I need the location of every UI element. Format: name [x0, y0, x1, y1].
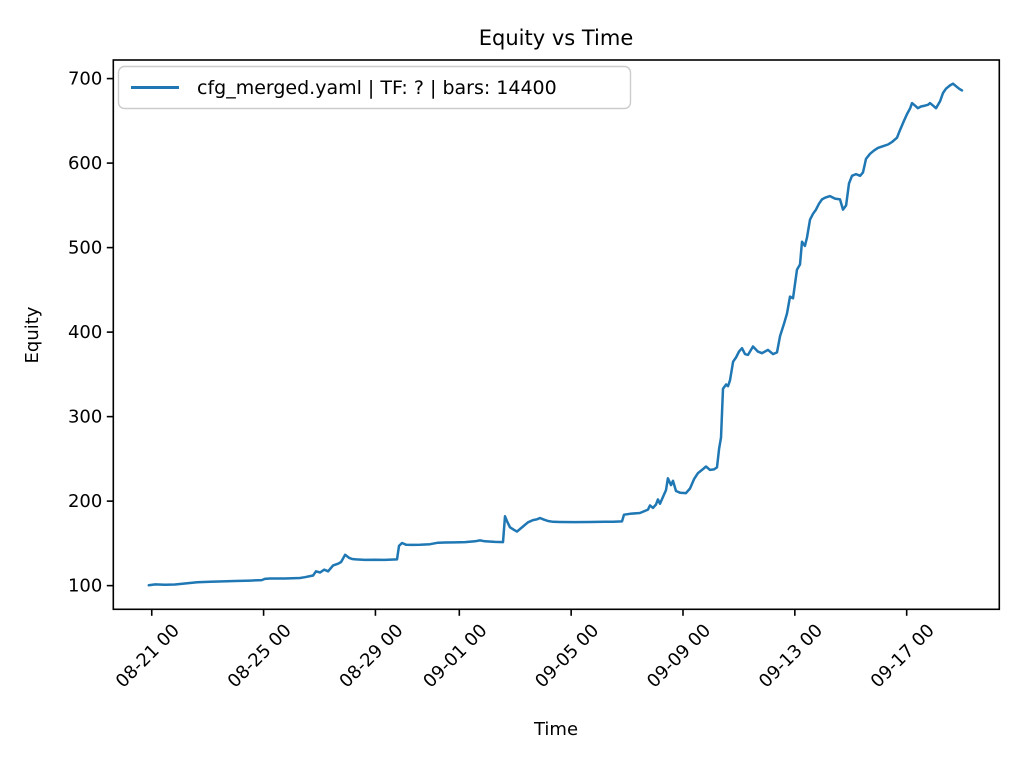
chart-title: Equity vs Time	[479, 26, 634, 50]
x-tick-label: 08-29 00	[336, 620, 408, 692]
x-tick-label: 08-21 00	[112, 620, 184, 692]
y-tick-label: 300	[68, 407, 102, 428]
legend-box	[117, 65, 632, 110]
y-tick-label: 600	[68, 153, 102, 174]
x-tick-label: 09-01 00	[419, 620, 491, 692]
y-axis: 100 200 300 400 500 600 700	[68, 69, 114, 597]
x-axis: 08-21 00 08-25 00 08-29 00 09-01 00 09-05 00…	[112, 609, 939, 692]
y-tick-label: 500	[68, 238, 102, 259]
y-tick-label: 400	[68, 322, 102, 343]
legend-label: cfg_merged.yaml | TF: ? | bars: 14400	[197, 77, 557, 99]
x-tick-label: 09-13 00	[755, 620, 827, 692]
legend: cfg_merged.yaml | TF: ? | bars: 14400	[117, 65, 632, 110]
x-tick-label: 09-05 00	[531, 620, 603, 692]
y-axis-label: Equity	[22, 306, 43, 363]
plot-area	[112, 59, 1001, 611]
y-tick-label: 200	[68, 491, 102, 512]
x-tick-label: 08-25 00	[224, 620, 296, 692]
y-tick-label: 700	[68, 69, 102, 90]
x-tick-label: 09-09 00	[643, 620, 715, 692]
y-tick-label: 100	[68, 576, 102, 597]
equity-line	[147, 82, 964, 587]
x-tick-label: 09-17 00	[867, 620, 939, 692]
x-axis-label: Time	[533, 719, 578, 740]
